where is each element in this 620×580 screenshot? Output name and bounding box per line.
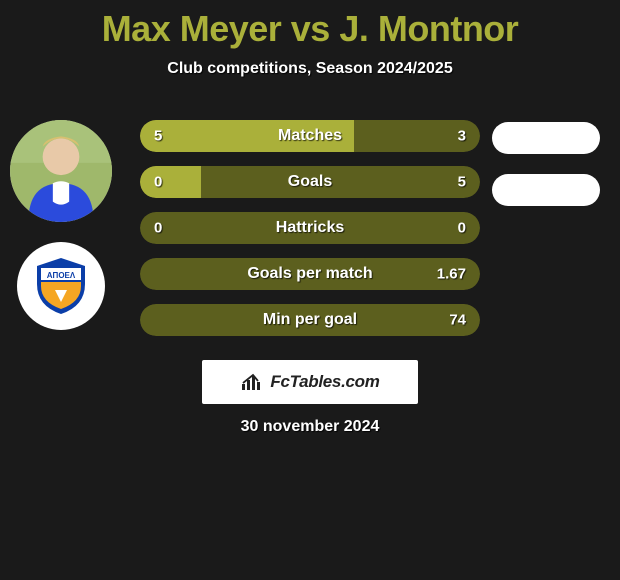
avatar-placeholder-icon [10,120,112,222]
bar-label: Matches [278,127,342,145]
bar-left-value: 0 [154,174,162,191]
bar-right-value: 0 [458,220,466,237]
club-crest-icon: ΑΠΟΕΛ [29,254,93,318]
bar-right-value: 1.67 [437,266,466,283]
bar-label: Hattricks [276,219,344,237]
stat-bar: Matches 5 3 [140,120,480,152]
stat-pill [492,174,600,206]
bar-label: Goals per match [247,265,372,283]
chart-mini-icon [240,372,264,392]
player-avatar [10,120,112,222]
subtitle: Club competitions, Season 2024/2025 [0,60,620,78]
stat-bar: Goals per match 1.67 [140,258,480,290]
svg-text:ΑΠΟΕΛ: ΑΠΟΕΛ [47,271,76,280]
stat-pill [492,122,600,154]
brand-label: FcTables.com [270,372,379,392]
stat-bar: Min per goal 74 [140,304,480,336]
club-badge: ΑΠΟΕΛ [17,242,105,330]
bar-label: Min per goal [263,311,357,329]
bar-fill [140,166,201,198]
bar-left-value: 5 [154,128,162,145]
bar-right-value: 74 [449,312,466,329]
bar-label: Goals [288,173,332,191]
avatars-column: ΑΠΟΕΛ [10,120,112,330]
stat-bar: Goals 0 5 [140,166,480,198]
page-title: Max Meyer vs J. Montnor [0,0,620,50]
right-pills [492,122,600,206]
comparison-bars: Matches 5 3 Goals 0 5 Hattricks 0 0 Goals per mat… [140,120,480,336]
bar-right-value: 3 [458,128,466,145]
bar-right-value: 5 [458,174,466,191]
bar-left-value: 0 [154,220,162,237]
brand-badge: FcTables.com [202,360,418,404]
date-label: 30 november 2024 [241,418,380,436]
stat-bar: Hattricks 0 0 [140,212,480,244]
